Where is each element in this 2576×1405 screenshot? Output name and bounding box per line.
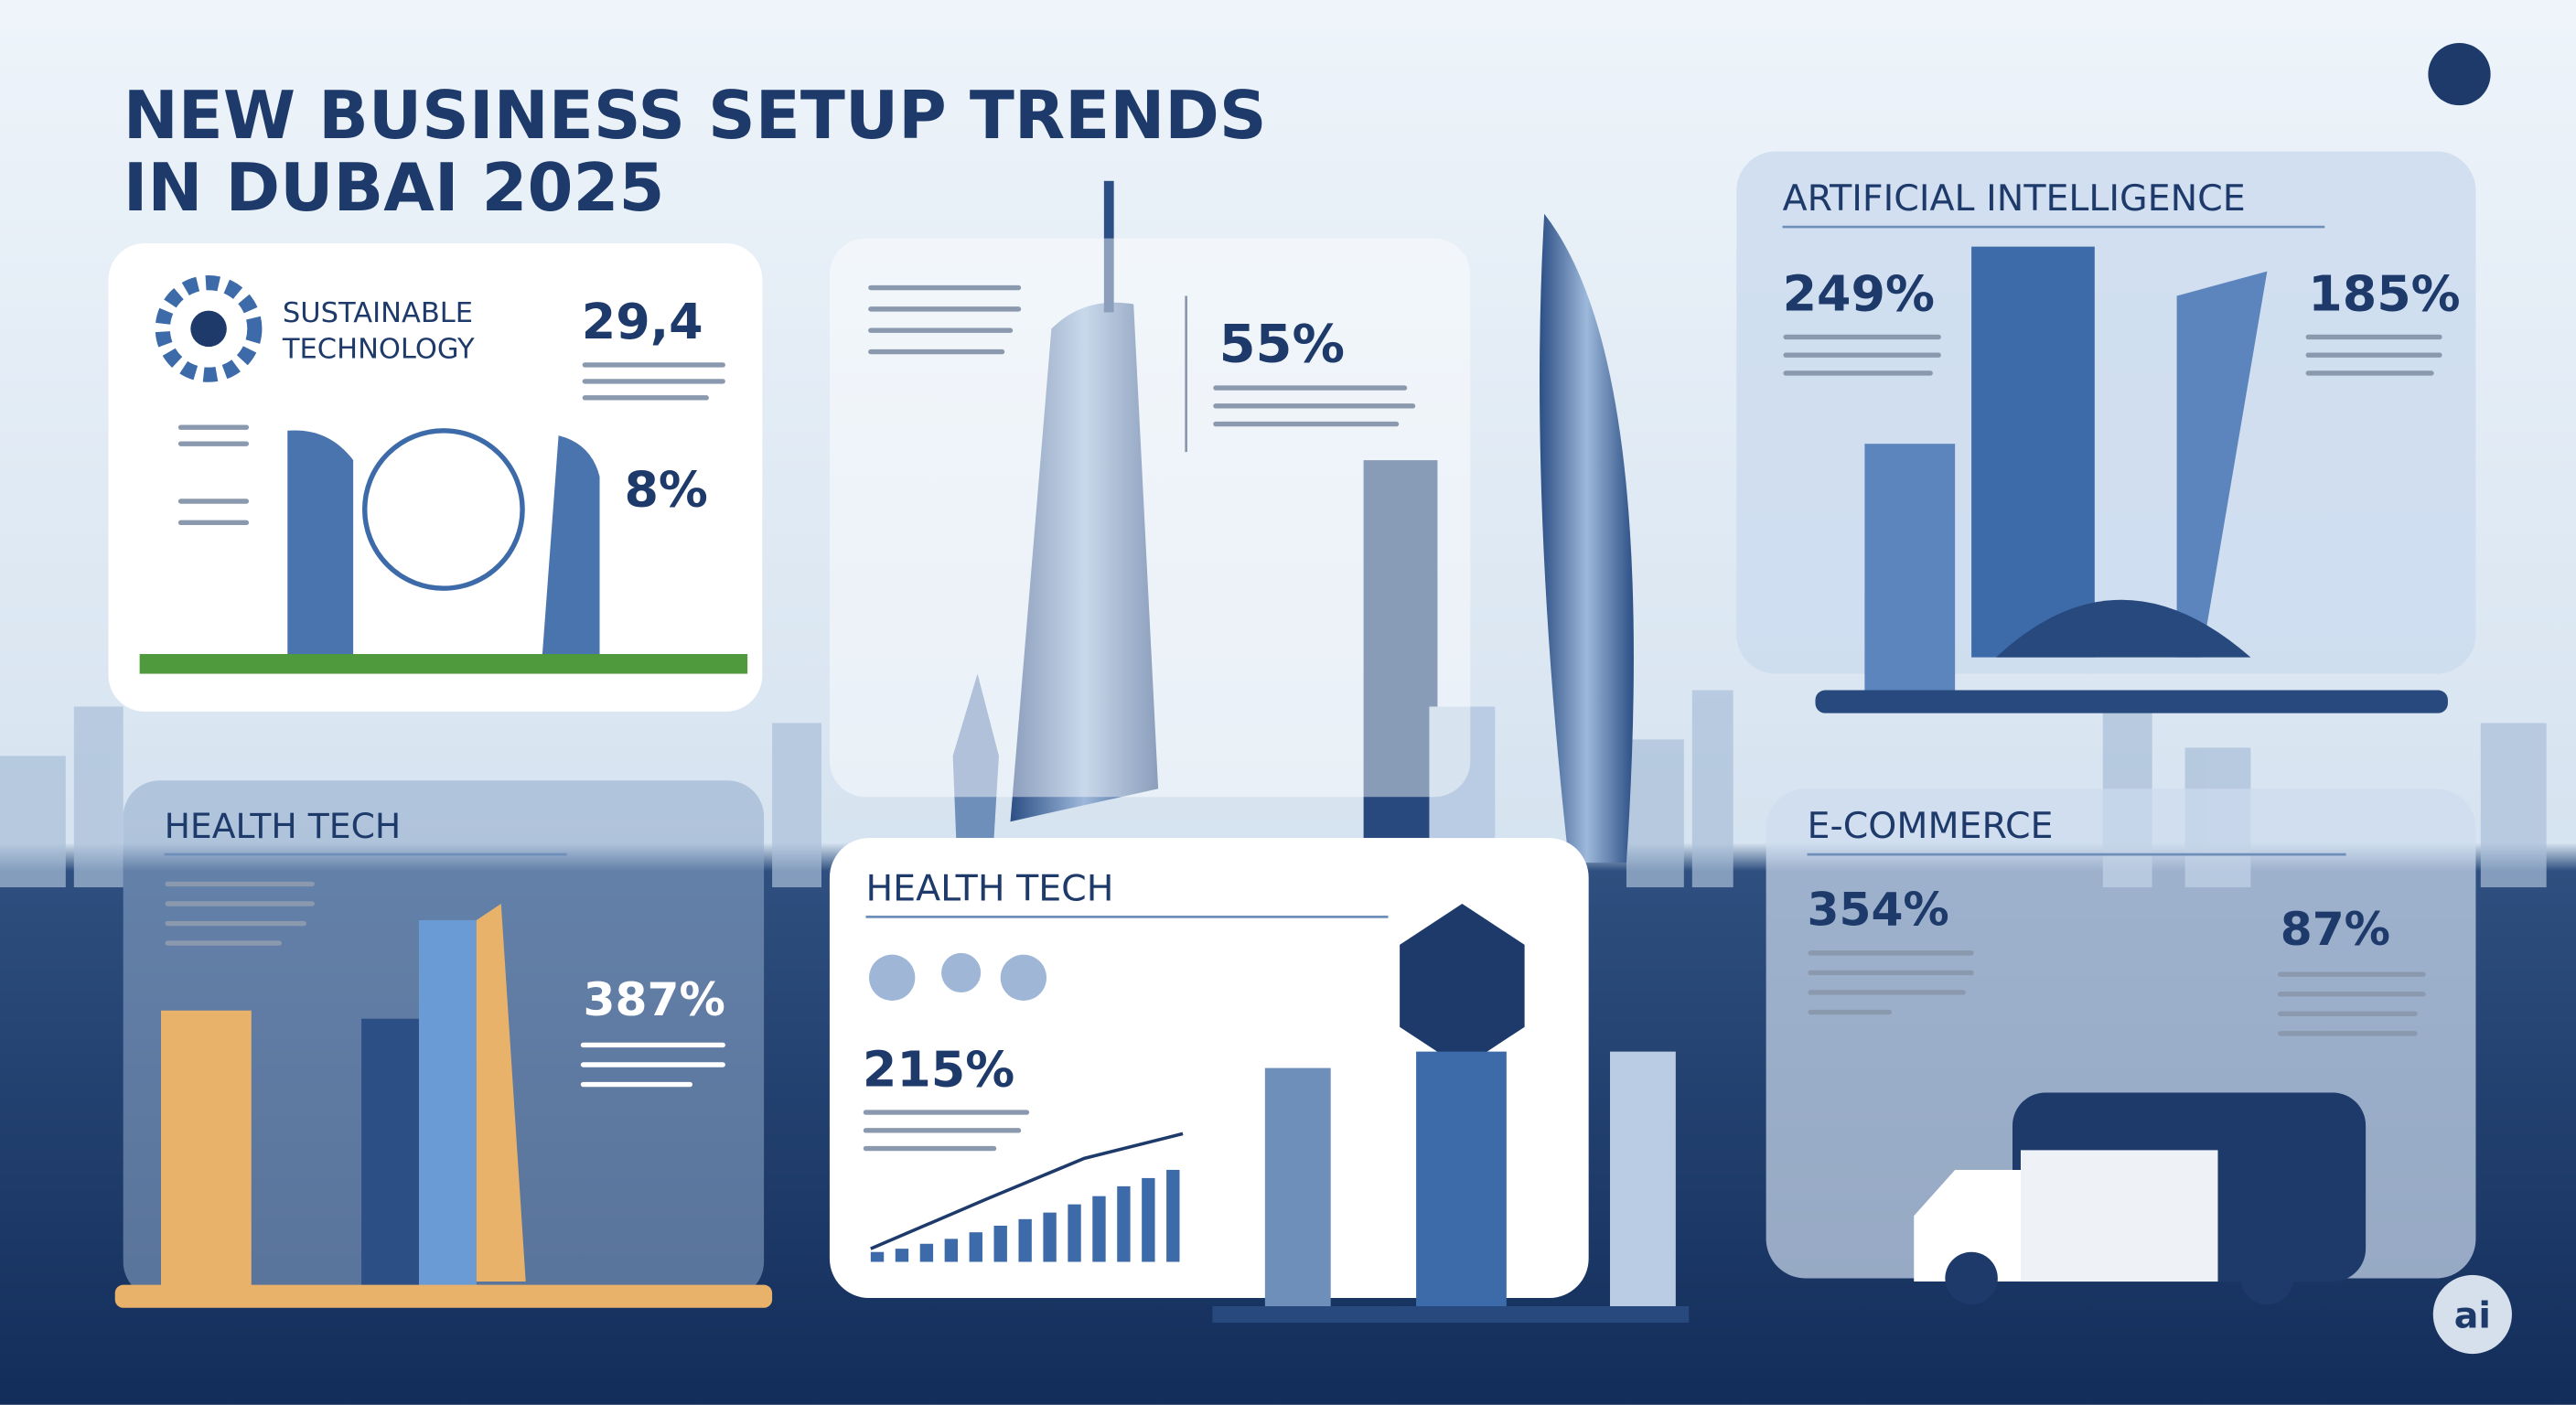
panel-title: HEALTH TECH (865, 867, 1113, 909)
stat: 215% (863, 1040, 1014, 1098)
panel-title: ARTIFICIAL INTELLIGENCE (1783, 177, 2246, 220)
central-towers (952, 180, 1634, 863)
panel-ecommerce: E-COMMERCE 354% 87% (1766, 788, 2476, 1305)
panel-title: E-COMMERCE (1808, 805, 2054, 847)
panel-health-left: HEALTH TECH 387% (114, 780, 773, 1308)
panel-sustainable: SUSTAINABLE TECHNOLOGY 29,4 8% (108, 243, 763, 712)
stat: 87% (2281, 902, 2390, 956)
stat: 185% (2308, 265, 2460, 323)
stat: 29,4 (582, 293, 703, 350)
panel-title: SUSTAINABLE (283, 297, 473, 329)
stat: 8% (624, 460, 707, 518)
panel-title: TECHNOLOGY (282, 334, 475, 366)
panel-center: 55% (829, 238, 1471, 798)
stat: 55% (1219, 313, 1346, 374)
title: NEW BUSINESS SETUP TRENDS (123, 77, 1267, 154)
badge (2432, 1274, 2512, 1355)
stat: 354% (1808, 882, 1949, 936)
title: IN DUBAI 2025 (123, 149, 665, 226)
panel-ai: ARTIFICIAL INTELLIGENCE 249% 185% (1736, 151, 2476, 713)
badge-text: ai (2454, 1294, 2491, 1336)
panel-health-center: HEALTH TECH 215% (829, 838, 1690, 1323)
panel-title: HEALTH TECH (165, 806, 402, 846)
logo (2428, 42, 2491, 106)
stat: 249% (1783, 265, 1935, 323)
stat: 387% (584, 972, 725, 1026)
